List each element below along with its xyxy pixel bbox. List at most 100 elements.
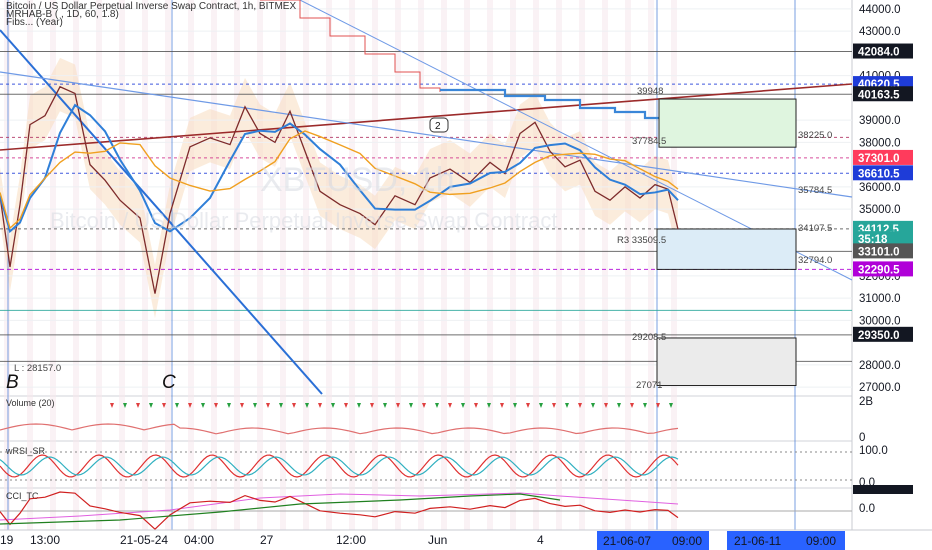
volume-signal-marker — [422, 403, 426, 408]
session-stripe — [464, 0, 470, 530]
time-axis-tick: 19 — [0, 533, 14, 547]
price-axis-tick: 43000.0 — [859, 26, 901, 38]
level-annotation: 29208.5 — [632, 332, 666, 343]
volume-signal-marker — [149, 403, 153, 408]
volume-signal-marker — [331, 403, 335, 408]
cci-axis-tick: 0.0 — [859, 503, 875, 515]
volume-signal-marker — [617, 403, 621, 408]
slow-moving-average — [0, 130, 679, 230]
volume-axis-tick: 2B — [859, 396, 873, 408]
session-stripe — [211, 0, 217, 530]
volume-signal-marker — [448, 403, 452, 408]
volume-signal-marker — [383, 403, 387, 408]
channel-line — [0, 71, 853, 198]
volume-signal-marker — [240, 403, 244, 408]
volume-signal-marker — [500, 403, 504, 408]
volume-signal-marker — [565, 403, 569, 408]
volume-signal-marker — [591, 403, 595, 408]
session-stripe — [556, 0, 562, 530]
session-stripe — [303, 0, 309, 530]
level-annotation: R3 33509.5 — [617, 235, 666, 246]
target-box-grey — [656, 337, 797, 387]
time-axis-tick: 13:00 — [30, 533, 60, 547]
price-line — [0, 85, 679, 294]
time-axis-tick: 21-05-24 — [120, 533, 168, 547]
volume-signal-marker — [344, 403, 348, 408]
wave-marker-2: 2 — [435, 121, 441, 132]
watermark-description: Bitcoin / US Dollar Perpetual Inverse Sw… — [50, 208, 557, 233]
price-axis-tick: 28000.0 — [859, 360, 901, 372]
volume-signal-marker — [266, 403, 270, 408]
volume-signal-marker — [110, 403, 114, 408]
level-annotation: 37784.5 — [632, 136, 666, 147]
volume-signal-marker — [604, 403, 608, 408]
volume-signal-marker — [656, 403, 660, 408]
volume-signal-marker — [123, 403, 127, 408]
level-annotation: L : 28157.0 — [14, 363, 61, 374]
session-stripe — [579, 0, 585, 530]
cci-badge — [853, 485, 913, 494]
session-stripe — [510, 0, 516, 530]
volume-signal-marker — [357, 403, 361, 408]
volume-signal-marker — [318, 403, 322, 408]
session-stripe — [349, 0, 355, 530]
volume-signal-marker — [201, 403, 205, 408]
price-axis-tick: 31000.0 — [859, 293, 901, 305]
indicator-fibs: Fibs... (Year) — [6, 17, 63, 28]
time-axis-tick: 04:00 — [184, 533, 214, 547]
wave-label-c: C — [162, 372, 176, 393]
session-stripe — [326, 0, 332, 530]
volume-signal-marker — [578, 403, 582, 408]
volume-signal-marker — [487, 403, 491, 408]
price-badge-value: 36610.5 — [858, 168, 900, 180]
volume-pane-label: Volume (20) — [6, 398, 55, 408]
price-axis-tick: 27000.0 — [859, 382, 901, 394]
price-badge — [853, 243, 913, 259]
level-annotation: 27071 — [636, 380, 662, 391]
time-axis-tick: Jun — [428, 533, 447, 547]
price-badge-value: 40163.5 — [858, 89, 900, 101]
session-stripe — [602, 0, 608, 530]
level-annotation: 32794.0 — [798, 255, 832, 266]
session-stripe — [234, 0, 240, 530]
volume-signal-marker — [552, 403, 556, 408]
volume-signal-marker — [669, 403, 673, 408]
volume-axis-tick: 0 — [859, 432, 865, 444]
falling-trendline — [0, 29, 323, 395]
current-time-date: 21-06-07 — [603, 534, 651, 548]
volume-signal-marker — [539, 403, 543, 408]
volume-signal-marker — [292, 403, 296, 408]
price-axis-tick: 35000.0 — [859, 204, 901, 216]
session-stripe — [96, 0, 102, 530]
price-badge — [853, 231, 913, 247]
session-stripe — [625, 0, 631, 530]
session-stripe — [280, 0, 286, 530]
wave-marker-box — [429, 117, 449, 133]
volume-signal-marker — [214, 403, 218, 408]
time-axis-tick: 27 — [260, 533, 274, 547]
price-axis-tick: 38000.0 — [859, 137, 901, 149]
volume-signal-marker — [643, 403, 647, 408]
volume-signal-marker — [526, 403, 530, 408]
rsi-axis-tick: 100.0 — [859, 445, 888, 457]
price-badge-value: 35:18 — [858, 234, 888, 246]
volume-signal-marker — [305, 403, 309, 408]
volume-signal-marker — [435, 403, 439, 408]
future-time-badge — [727, 531, 845, 550]
current-time-badge — [597, 531, 709, 550]
price-badge-value: 29350.0 — [858, 330, 900, 342]
volume-signal-marker — [279, 403, 283, 408]
cci-signal-line — [0, 493, 561, 525]
volume-signal-marker — [513, 403, 517, 408]
volume-signal-marker — [370, 403, 374, 408]
session-stripe — [257, 0, 263, 530]
volume-signal-marker — [630, 403, 634, 408]
session-stripe — [50, 0, 56, 530]
price-badge — [853, 261, 913, 277]
session-stripe — [441, 0, 447, 530]
session-stripe — [418, 0, 424, 530]
price-badge — [853, 165, 913, 181]
session-stripe — [119, 0, 125, 530]
time-axis-tick: 12:00 — [336, 533, 366, 547]
